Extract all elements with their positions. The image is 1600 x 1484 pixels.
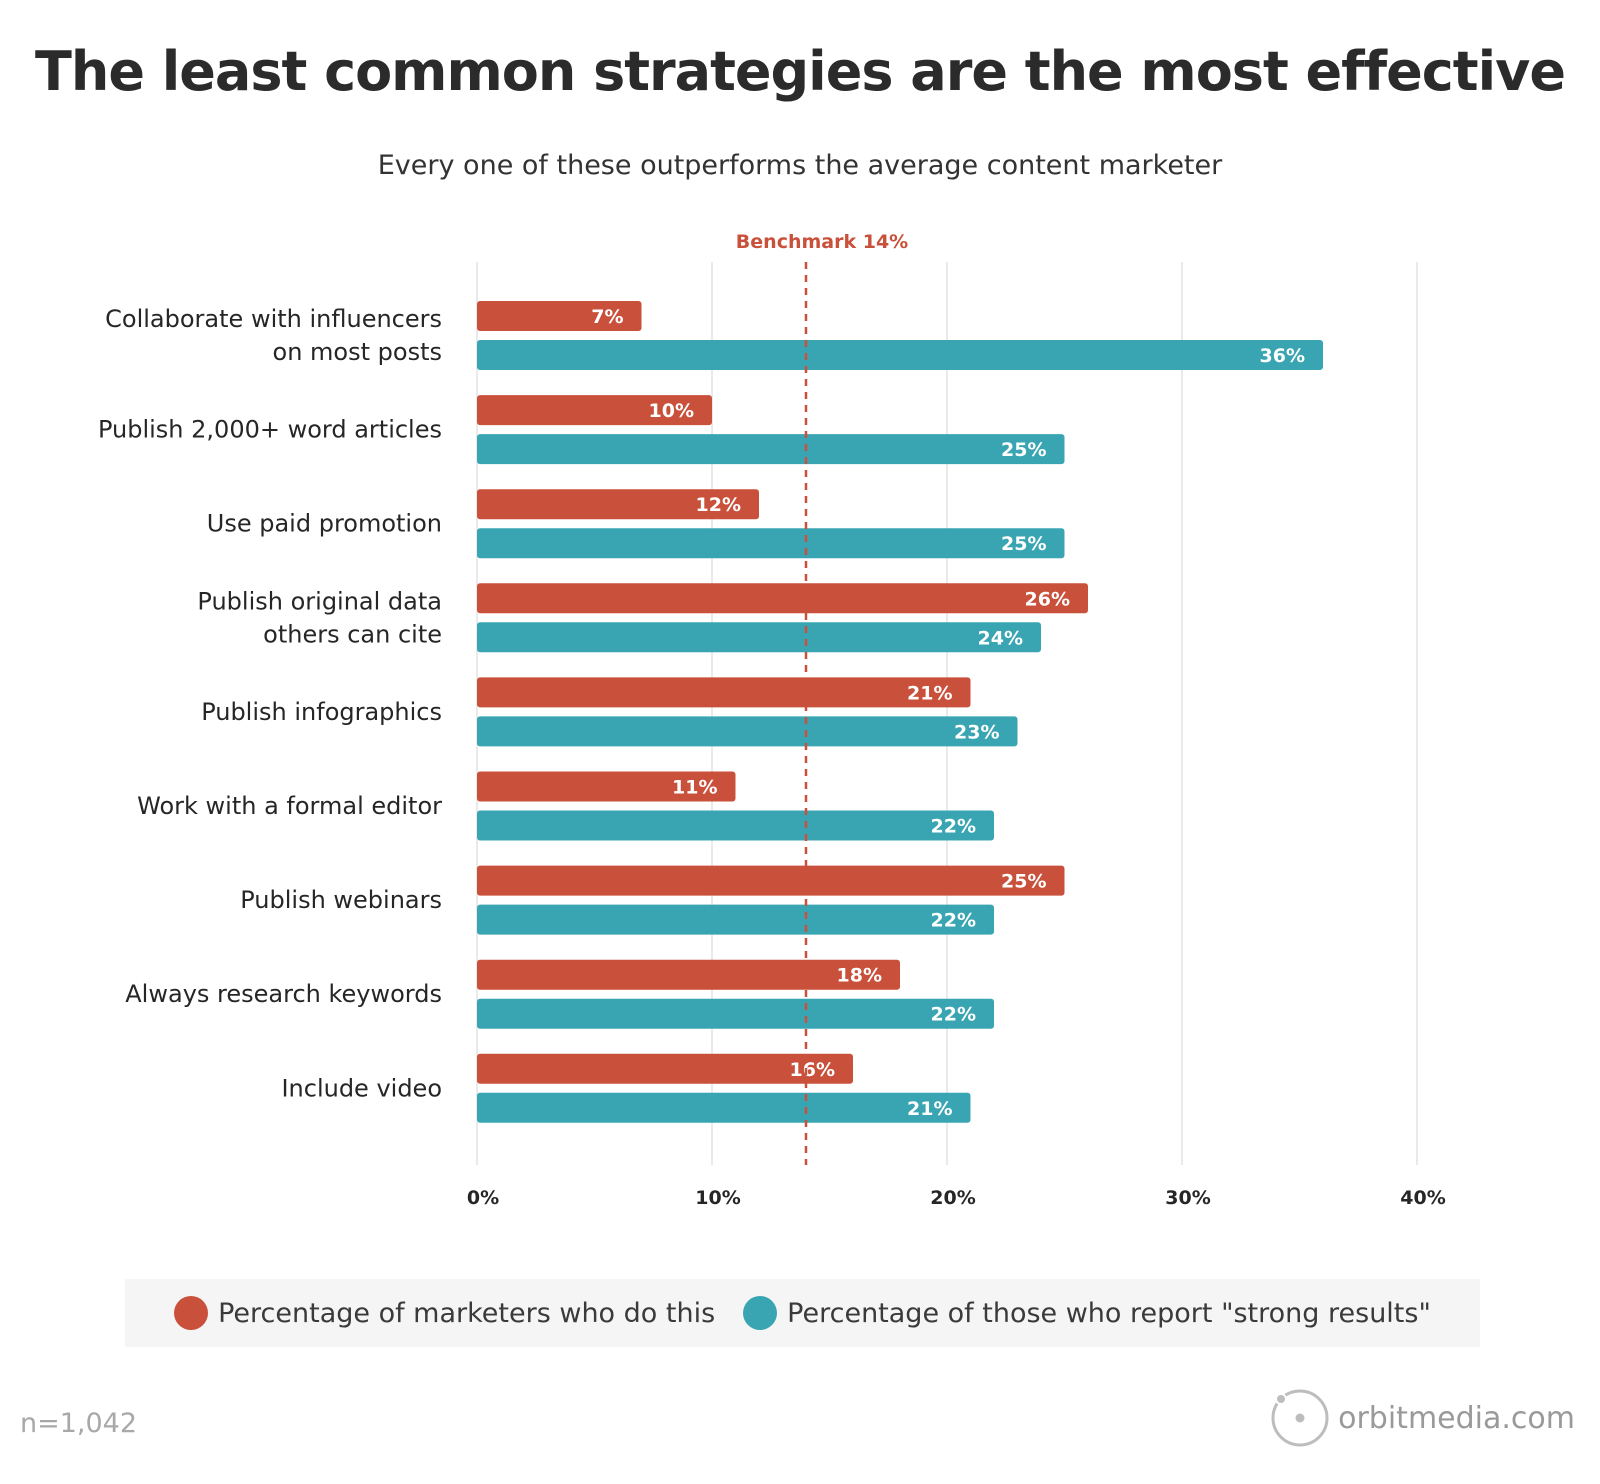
bar-do-this-8 — [477, 1053, 853, 1084]
bar-strong-results-7 — [477, 998, 994, 1029]
category-label: Publish infographics — [201, 698, 442, 726]
bar-strong-results-2 — [477, 528, 1065, 559]
brand-mark: orbitmedia.com — [1270, 1388, 1575, 1448]
orbit-logo-icon — [1271, 1389, 1329, 1447]
bar-value-label: 22% — [931, 1004, 976, 1026]
benchmark-label: Benchmark 14% — [736, 231, 908, 253]
chart-title: The least common strategies are the most… — [35, 40, 1566, 103]
bar-strong-results-8 — [477, 1092, 971, 1123]
category-label: Use paid promotion — [207, 510, 442, 538]
bar-strong-results-3 — [477, 622, 1041, 653]
chart-legend: Percentage of marketers who do this Perc… — [125, 1279, 1480, 1347]
bar-strong-results-0 — [477, 340, 1323, 370]
brand-url: orbitmedia.com — [1338, 1400, 1575, 1436]
bar-value-label: 25% — [1001, 533, 1046, 555]
bar-do-this-4 — [477, 677, 971, 708]
category-label: Work with a formal editor — [137, 792, 442, 820]
bar-value-label: 18% — [837, 965, 882, 987]
category-label: on most posts — [273, 338, 442, 366]
bar-value-label: 21% — [907, 682, 952, 704]
category-label: others can cite — [263, 620, 442, 648]
category-label: Publish original data — [197, 587, 442, 615]
bar-value-label: 36% — [1260, 345, 1305, 367]
x-tick-label: 0% — [467, 1187, 499, 1209]
bar-chart: 7% 36% Collaborate with influencers on most… — [98, 231, 1446, 1209]
bar-strong-results-5 — [477, 810, 994, 841]
x-tick-label: 30% — [1165, 1187, 1210, 1209]
bar-value-label: 22% — [931, 816, 976, 838]
category-label: Include video — [281, 1074, 442, 1102]
legend-swatch-do-this — [174, 1296, 209, 1330]
bar-do-this-6 — [477, 865, 1065, 896]
bar-do-this-0 — [477, 301, 642, 331]
bar-value-label: 12% — [696, 494, 741, 516]
bar-value-label: 7% — [591, 306, 623, 328]
bar-do-this-2 — [477, 489, 759, 520]
bar-strong-results-1 — [477, 434, 1065, 465]
chart-subtitle: Every one of these outperforms the avera… — [377, 150, 1223, 181]
bar-do-this-7 — [477, 959, 900, 990]
category-label: Always research keywords — [125, 980, 442, 1008]
bar-value-label: 11% — [672, 777, 717, 799]
category-label: Collaborate with influencers — [105, 305, 442, 333]
legend-label-strong-results: Percentage of those who report "strong r… — [787, 1297, 1431, 1329]
bar-value-label: 25% — [1001, 439, 1046, 461]
bar-value-label: 23% — [954, 721, 999, 743]
bar-value-label: 25% — [1001, 871, 1046, 893]
category-label: Publish 2,000+ word articles — [98, 416, 442, 444]
category-label: Publish webinars — [240, 886, 442, 914]
bar-do-this-3 — [477, 583, 1088, 614]
bar-value-label: 21% — [907, 1098, 952, 1120]
x-tick-label: 40% — [1400, 1187, 1445, 1209]
bar-do-this-1 — [477, 395, 712, 426]
legend-item-do-this: Percentage of marketers who do this — [174, 1296, 715, 1330]
legend-swatch-strong-results — [743, 1296, 778, 1330]
legend-item-strong-results: Percentage of those who report "strong r… — [743, 1296, 1431, 1330]
bar-value-label: 22% — [931, 910, 976, 932]
bar-value-label: 16% — [790, 1059, 835, 1081]
x-tick-label: 10% — [695, 1187, 740, 1209]
bar-strong-results-6 — [477, 904, 994, 935]
sample-size-note: n=1,042 — [20, 1408, 138, 1439]
bar-do-this-5 — [477, 771, 736, 802]
bar-value-label: 24% — [978, 627, 1023, 649]
bar-value-label: 26% — [1025, 588, 1070, 610]
legend-label-do-this: Percentage of marketers who do this — [218, 1297, 716, 1329]
bar-strong-results-4 — [477, 716, 1018, 747]
bar-value-label: 10% — [649, 400, 694, 422]
x-tick-label: 20% — [930, 1187, 975, 1209]
